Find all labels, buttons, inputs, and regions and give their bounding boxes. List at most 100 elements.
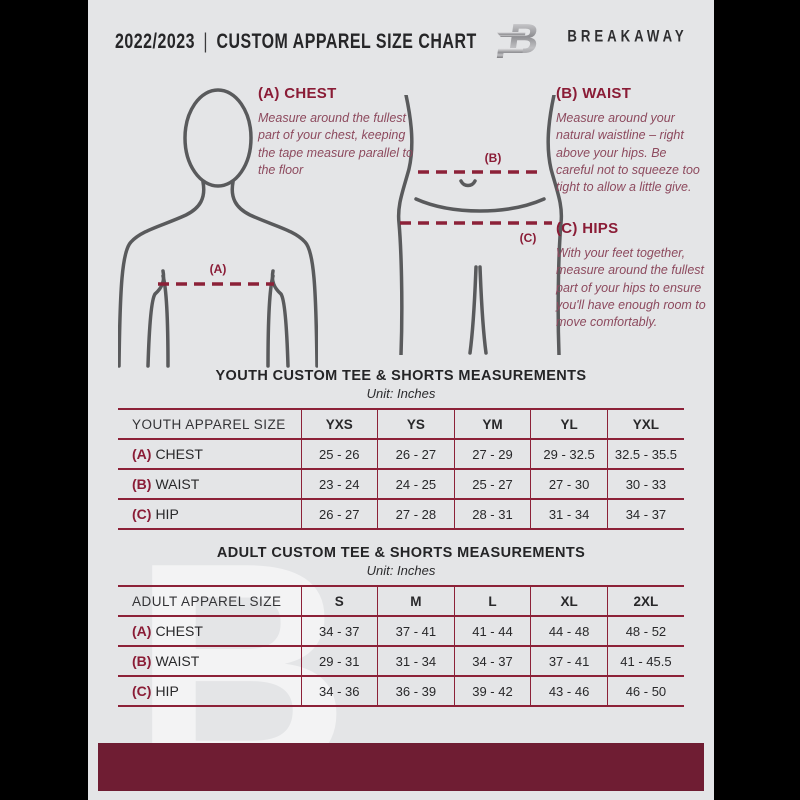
table-row-chest: (A) CHEST 34 - 37 37 - 41 41 - 44 44 - 48… <box>118 616 684 646</box>
row-label: (B) WAIST <box>118 469 301 499</box>
value-cell: 25 - 26 <box>300 439 378 469</box>
brand-group: B BREAKAWAY <box>495 14 688 58</box>
value-cell: 34 - 37 <box>606 499 684 529</box>
hips-instruction: (C) HIPS With your feet together, measur… <box>556 220 714 331</box>
value-cell: 27 - 29 <box>453 439 531 469</box>
row-label-name: CHEST <box>155 623 203 639</box>
youth-size-label-header: YOUTH APPAREL SIZE <box>118 408 301 439</box>
title-separator: | <box>203 30 209 54</box>
value-cell: 41 - 45.5 <box>606 646 684 676</box>
measurement-diagrams: (A) (B) (C) (A) CHEST Measure around the… <box>88 0 714 368</box>
row-label-prefix: (C) <box>132 506 152 522</box>
value-cell: 48 - 52 <box>606 616 684 646</box>
value-cell: 25 - 27 <box>453 469 531 499</box>
lower-body-figure: (B) (C) <box>396 95 564 355</box>
row-label-name: WAIST <box>155 653 200 669</box>
row-label-name: WAIST <box>155 476 200 492</box>
waist-instruction: (B) WAIST Measure around your natural wa… <box>556 85 706 196</box>
waist-instruction-text: Measure around your natural waistline – … <box>556 111 700 194</box>
upper-body-figure: (A) <box>118 88 318 368</box>
adult-size-label-header: ADULT APPAREL SIZE <box>118 585 301 616</box>
youth-table-unit: Unit: Inches <box>366 386 436 401</box>
adult-table-title: ADULT CUSTOM TEE & SHORTS MEASUREMENTS <box>216 545 586 561</box>
size-col-header: YL <box>530 408 608 439</box>
waist-line-label: (B) <box>485 151 502 165</box>
size-col-header: 2XL <box>606 585 684 616</box>
brand-name: BREAKAWAY <box>567 26 688 46</box>
row-label-prefix: (A) <box>132 446 152 462</box>
value-cell: 41 - 44 <box>453 616 531 646</box>
row-label-prefix: (C) <box>132 683 152 699</box>
row-label-name: HIP <box>155 683 179 699</box>
page-title: 2022/2023 | CUSTOM APPAREL SIZE CHART <box>115 30 477 55</box>
value-cell: 46 - 50 <box>606 676 684 706</box>
value-cell: 37 - 41 <box>530 646 608 676</box>
waist-instruction-heading: (B) WAIST <box>556 85 632 102</box>
value-cell: 31 - 34 <box>377 646 455 676</box>
youth-header-row: YOUTH APPAREL SIZE YXS YS YM YL YXL <box>118 408 684 439</box>
value-cell: 31 - 34 <box>530 499 608 529</box>
value-cell: 24 - 25 <box>377 469 455 499</box>
size-col-header: YS <box>377 408 455 439</box>
chest-line-label: (A) <box>210 262 227 276</box>
value-cell: 27 - 28 <box>377 499 455 529</box>
value-cell: 26 - 27 <box>300 499 378 529</box>
size-col-header: L <box>453 585 531 616</box>
hips-instruction-heading: (C) HIPS <box>556 220 619 237</box>
value-cell: 27 - 30 <box>530 469 608 499</box>
row-label: (C) HIP <box>118 676 301 706</box>
row-label-prefix: (B) <box>132 476 152 492</box>
row-label: (C) HIP <box>118 499 301 529</box>
table-row-chest: (A) CHEST 25 - 26 26 - 27 27 - 29 29 - 32… <box>118 439 684 469</box>
youth-section: YOUTH CUSTOM TEE & SHORTS MEASUREMENTS U… <box>88 368 714 530</box>
size-col-header: M <box>377 585 455 616</box>
value-cell: 34 - 37 <box>453 646 531 676</box>
table-row-hip: (C) HIP 34 - 36 36 - 39 39 - 42 43 - 46 4… <box>118 676 684 706</box>
size-col-header: YXL <box>606 408 684 439</box>
size-col-header: YXS <box>300 408 378 439</box>
value-cell: 34 - 37 <box>300 616 378 646</box>
adult-section: ADULT CUSTOM TEE & SHORTS MEASUREMENTS U… <box>88 545 714 707</box>
value-cell: 28 - 31 <box>453 499 531 529</box>
value-cell: 34 - 36 <box>300 676 378 706</box>
chest-instruction-heading: (A) CHEST <box>258 85 337 102</box>
row-label-prefix: (A) <box>132 623 152 639</box>
value-cell: 37 - 41 <box>377 616 455 646</box>
value-cell: 23 - 24 <box>300 469 378 499</box>
value-cell: 26 - 27 <box>377 439 455 469</box>
adult-table-unit: Unit: Inches <box>366 563 436 578</box>
value-cell: 32.5 - 35.5 <box>606 439 684 469</box>
youth-table-title: YOUTH CUSTOM TEE & SHORTS MEASUREMENTS <box>215 368 587 384</box>
table-row-hip: (C) HIP 26 - 27 27 - 28 28 - 31 31 - 34 3… <box>118 499 684 529</box>
footer-bar <box>98 743 704 791</box>
hips-instruction-text: With your feet together, measure around … <box>556 246 706 329</box>
chest-instruction-text: Measure around the fullest part of your … <box>258 111 413 177</box>
value-cell: 39 - 42 <box>453 676 531 706</box>
adult-size-table: ADULT APPAREL SIZE S M L XL 2XL (A) CHEST… <box>118 585 684 707</box>
breakaway-logo-icon: B <box>496 15 543 58</box>
value-cell: 44 - 48 <box>530 616 608 646</box>
value-cell: 43 - 46 <box>530 676 608 706</box>
row-label: (B) WAIST <box>118 646 301 676</box>
size-col-header: XL <box>530 585 608 616</box>
title-year: 2022/2023 <box>115 30 195 54</box>
row-label: (A) CHEST <box>118 616 301 646</box>
value-cell: 30 - 33 <box>606 469 684 499</box>
adult-header-row: ADULT APPAREL SIZE S M L XL 2XL <box>118 585 684 616</box>
title-main: CUSTOM APPAREL SIZE CHART <box>216 30 477 54</box>
size-chart-page: B 2022/2023 | CUSTOM APPAREL SIZE CHART B <box>88 0 714 800</box>
row-label: (A) CHEST <box>118 439 301 469</box>
hips-line-label: (C) <box>520 231 537 245</box>
size-col-header: S <box>300 585 378 616</box>
table-row-waist: (B) WAIST 23 - 24 24 - 25 25 - 27 27 - 30… <box>118 469 684 499</box>
table-row-waist: (B) WAIST 29 - 31 31 - 34 34 - 37 37 - 41… <box>118 646 684 676</box>
value-cell: 36 - 39 <box>377 676 455 706</box>
row-label-name: HIP <box>155 506 179 522</box>
size-col-header: YM <box>453 408 531 439</box>
youth-size-table: YOUTH APPAREL SIZE YXS YS YM YL YXL (A) C… <box>118 408 684 530</box>
value-cell: 29 - 32.5 <box>530 439 608 469</box>
value-cell: 29 - 31 <box>300 646 378 676</box>
row-label-prefix: (B) <box>132 653 152 669</box>
page-header: 2022/2023 | CUSTOM APPAREL SIZE CHART B <box>88 0 714 72</box>
chest-instruction: (A) CHEST Measure around the fullest par… <box>258 85 416 179</box>
